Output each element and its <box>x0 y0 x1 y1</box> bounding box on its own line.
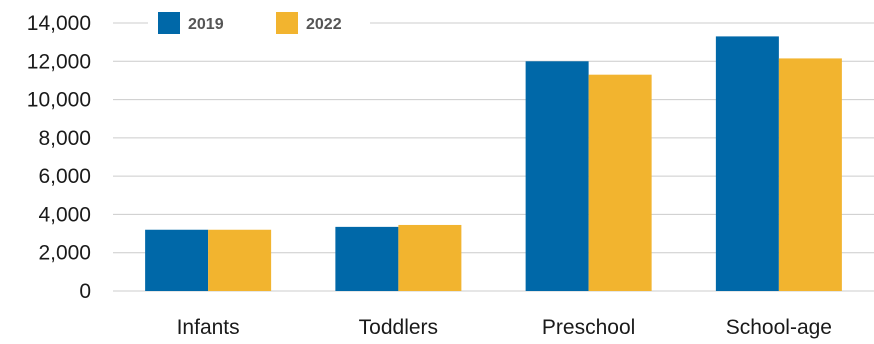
legend-label-2022: 2022 <box>306 16 342 33</box>
bar-2022-school-age <box>778 58 842 291</box>
bar-2019-toddlers <box>335 226 399 291</box>
bar-2019-preschool <box>525 61 589 292</box>
y-tick-label: 12,000 <box>27 50 91 73</box>
y-tick-label: 2,000 <box>38 242 91 265</box>
legend: 2019 2022 <box>148 6 370 40</box>
bars <box>145 36 842 292</box>
y-tick-label: 6,000 <box>38 165 91 188</box>
y-tick-label: 4,000 <box>38 203 91 226</box>
legend-background <box>148 6 370 40</box>
y-tick-label: 10,000 <box>27 89 91 112</box>
x-axis-categories: Infants Toddlers Preschool School-age <box>177 316 832 339</box>
y-tick-label: 0 <box>79 280 91 303</box>
bar-2022-preschool <box>588 74 652 291</box>
x-category-label: Toddlers <box>359 316 438 339</box>
legend-label-2019: 2019 <box>188 16 224 33</box>
bar-2022-infants <box>208 229 272 291</box>
bar-2019-infants <box>145 229 209 291</box>
y-tick-label: 8,000 <box>38 127 91 150</box>
y-axis-ticks: 0 2,000 4,000 6,000 8,000 10,000 12,000 14,000 <box>27 12 91 303</box>
bar-2022-toddlers <box>398 224 462 291</box>
x-category-label: Preschool <box>542 316 635 339</box>
y-tick-label: 14,000 <box>27 12 91 35</box>
legend-swatch-2019 <box>158 12 180 34</box>
legend-swatch-2022 <box>276 12 298 34</box>
x-category-label: School-age <box>726 316 832 339</box>
bar-2019-school-age <box>715 36 779 292</box>
x-category-label: Infants <box>177 316 240 339</box>
